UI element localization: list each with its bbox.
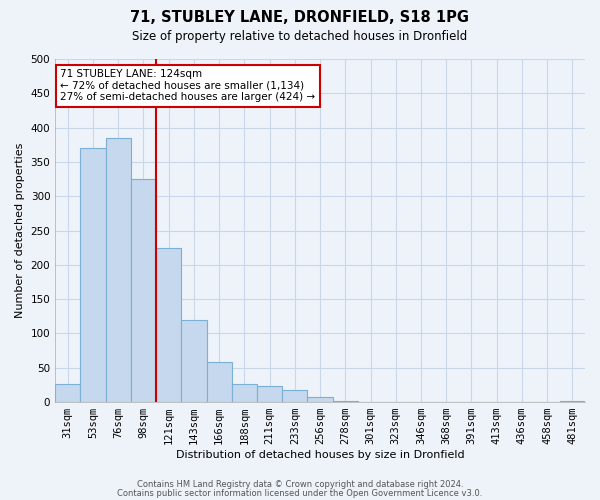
Bar: [156, 248, 181, 402]
Text: Contains public sector information licensed under the Open Government Licence v3: Contains public sector information licen…: [118, 488, 482, 498]
Text: 71 STUBLEY LANE: 124sqm
← 72% of detached houses are smaller (1,134)
27% of semi: 71 STUBLEY LANE: 124sqm ← 72% of detache…: [61, 70, 316, 102]
Bar: [106, 138, 131, 402]
Bar: [282, 390, 307, 402]
Y-axis label: Number of detached properties: Number of detached properties: [15, 143, 25, 318]
Bar: [80, 148, 106, 402]
Bar: [181, 320, 206, 402]
X-axis label: Distribution of detached houses by size in Dronfield: Distribution of detached houses by size …: [176, 450, 464, 460]
Bar: [257, 386, 282, 402]
Bar: [560, 400, 585, 402]
Text: Size of property relative to detached houses in Dronfield: Size of property relative to detached ho…: [133, 30, 467, 43]
Bar: [307, 398, 332, 402]
Text: 71, STUBLEY LANE, DRONFIELD, S18 1PG: 71, STUBLEY LANE, DRONFIELD, S18 1PG: [131, 10, 470, 25]
Text: Contains HM Land Registry data © Crown copyright and database right 2024.: Contains HM Land Registry data © Crown c…: [137, 480, 463, 489]
Bar: [131, 179, 156, 402]
Bar: [55, 384, 80, 402]
Bar: [232, 384, 257, 402]
Bar: [206, 362, 232, 402]
Bar: [332, 400, 358, 402]
